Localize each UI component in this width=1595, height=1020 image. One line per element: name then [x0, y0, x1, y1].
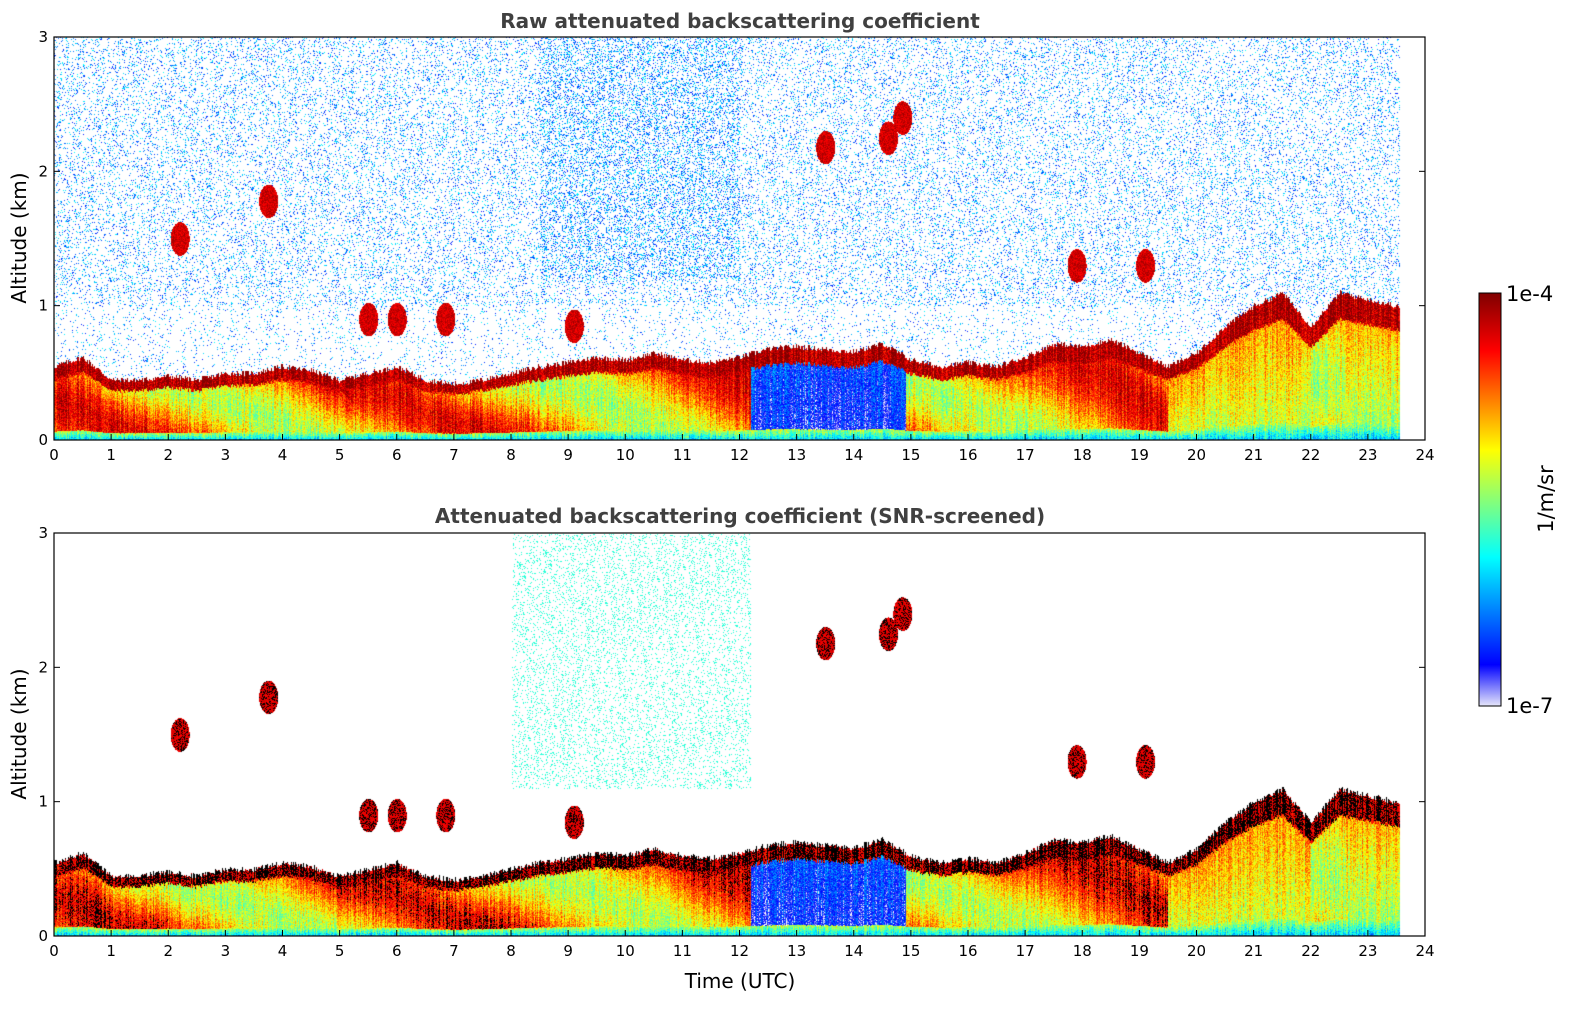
x-tick-label: 5 [335, 942, 345, 960]
x-tick-label: 13 [787, 942, 806, 960]
x-tick-label: 6 [392, 446, 402, 464]
x-tick-label: 22 [1301, 446, 1320, 464]
x-tick-label: 18 [1073, 446, 1092, 464]
colorbar-min-label: 1e-7 [1506, 694, 1553, 718]
x-tick-label: 10 [616, 942, 635, 960]
x-tick-label: 3 [221, 446, 231, 464]
x-tick-label: 14 [844, 942, 863, 960]
colorbar-gradient [1478, 292, 1502, 707]
x-axis-label: Time (UTC) [684, 969, 796, 993]
x-tick-label: 16 [958, 446, 977, 464]
x-tick-label: 12 [730, 942, 749, 960]
x-tick-label: 7 [449, 446, 459, 464]
x-ticks-raw: 0 1 2 3 4 5 6 7 8 9 10 11 12 13 14 15 16 17 18 19 20 21 22 23 24 [49, 434, 1435, 464]
x-tick-label: 2 [163, 942, 173, 960]
x-tick-label: 2 [163, 446, 173, 464]
chart-title-screened: Attenuated backscattering coefficient (S… [435, 504, 1045, 528]
y-tick-label: 0 [38, 431, 48, 449]
x-tick-label: 0 [49, 446, 59, 464]
x-tick-label: 15 [901, 942, 920, 960]
y-axis-label-screened: Altitude (km) [7, 668, 31, 799]
y-tick-label: 2 [38, 162, 48, 180]
x-tick-label: 12 [730, 446, 749, 464]
x-tick-label: 9 [563, 446, 573, 464]
x-ticks-screened: 0 1 2 3 4 5 6 7 8 9 10 11 12 13 14 15 16 17 18 19 20 21 22 23 24 [49, 930, 1435, 960]
y-ticks-screened: 0 1 2 3 [38, 524, 1425, 945]
y-tick-label: 1 [38, 297, 48, 315]
x-tick-label: 5 [335, 446, 345, 464]
x-tick-label: 7 [449, 942, 459, 960]
x-tick-label: 17 [1016, 446, 1035, 464]
y-tick-label: 1 [38, 793, 48, 811]
x-tick-label: 17 [1016, 942, 1035, 960]
heatmap-image [54, 37, 1425, 440]
colorbar-max-label: 1e-4 [1506, 282, 1553, 306]
x-tick-label: 4 [278, 942, 288, 960]
panel-raw: Raw attenuated backscattering coefficien… [7, 9, 1435, 464]
x-tick-label: 21 [1244, 446, 1263, 464]
x-tick-label: 0 [49, 942, 59, 960]
colorbar-unit-label: 1/m/sr [1534, 465, 1558, 533]
x-tick-label: 11 [673, 446, 692, 464]
y-tick-label: 2 [38, 658, 48, 676]
x-tick-label: 18 [1073, 942, 1092, 960]
x-tick-label: 23 [1358, 942, 1377, 960]
heatmap-raw [54, 37, 1425, 440]
x-tick-label: 24 [1415, 942, 1434, 960]
x-tick-label: 3 [221, 942, 231, 960]
x-tick-label: 8 [506, 446, 516, 464]
x-tick-label: 4 [278, 446, 288, 464]
y-tick-label: 3 [38, 524, 48, 542]
x-tick-label: 1 [106, 446, 116, 464]
panel-screened: Attenuated backscattering coefficient (S… [7, 504, 1435, 993]
x-tick-label: 9 [563, 942, 573, 960]
x-tick-label: 23 [1358, 446, 1377, 464]
x-tick-label: 19 [1130, 446, 1149, 464]
x-tick-label: 21 [1244, 942, 1263, 960]
x-tick-label: 6 [392, 942, 402, 960]
x-tick-label: 14 [844, 446, 863, 464]
y-axis-label-raw: Altitude (km) [7, 172, 31, 303]
y-ticks-raw: 0 1 2 3 [38, 28, 1425, 449]
colorbar: 1e-4 1e-7 1/m/sr [1478, 282, 1558, 718]
x-tick-label: 11 [673, 942, 692, 960]
heatmap-image [54, 533, 1425, 936]
x-tick-label: 19 [1130, 942, 1149, 960]
chart-title-raw: Raw attenuated backscattering coefficien… [500, 9, 980, 33]
x-tick-label: 16 [958, 942, 977, 960]
x-tick-label: 24 [1415, 446, 1434, 464]
x-tick-label: 1 [106, 942, 116, 960]
x-tick-label: 10 [616, 446, 635, 464]
x-tick-label: 13 [787, 446, 806, 464]
x-tick-label: 20 [1187, 942, 1206, 960]
x-tick-label: 15 [901, 446, 920, 464]
x-tick-label: 20 [1187, 446, 1206, 464]
y-tick-label: 3 [38, 28, 48, 46]
heatmap-screened [54, 533, 1425, 936]
y-tick-label: 0 [38, 927, 48, 945]
x-tick-label: 22 [1301, 942, 1320, 960]
x-tick-label: 8 [506, 942, 516, 960]
